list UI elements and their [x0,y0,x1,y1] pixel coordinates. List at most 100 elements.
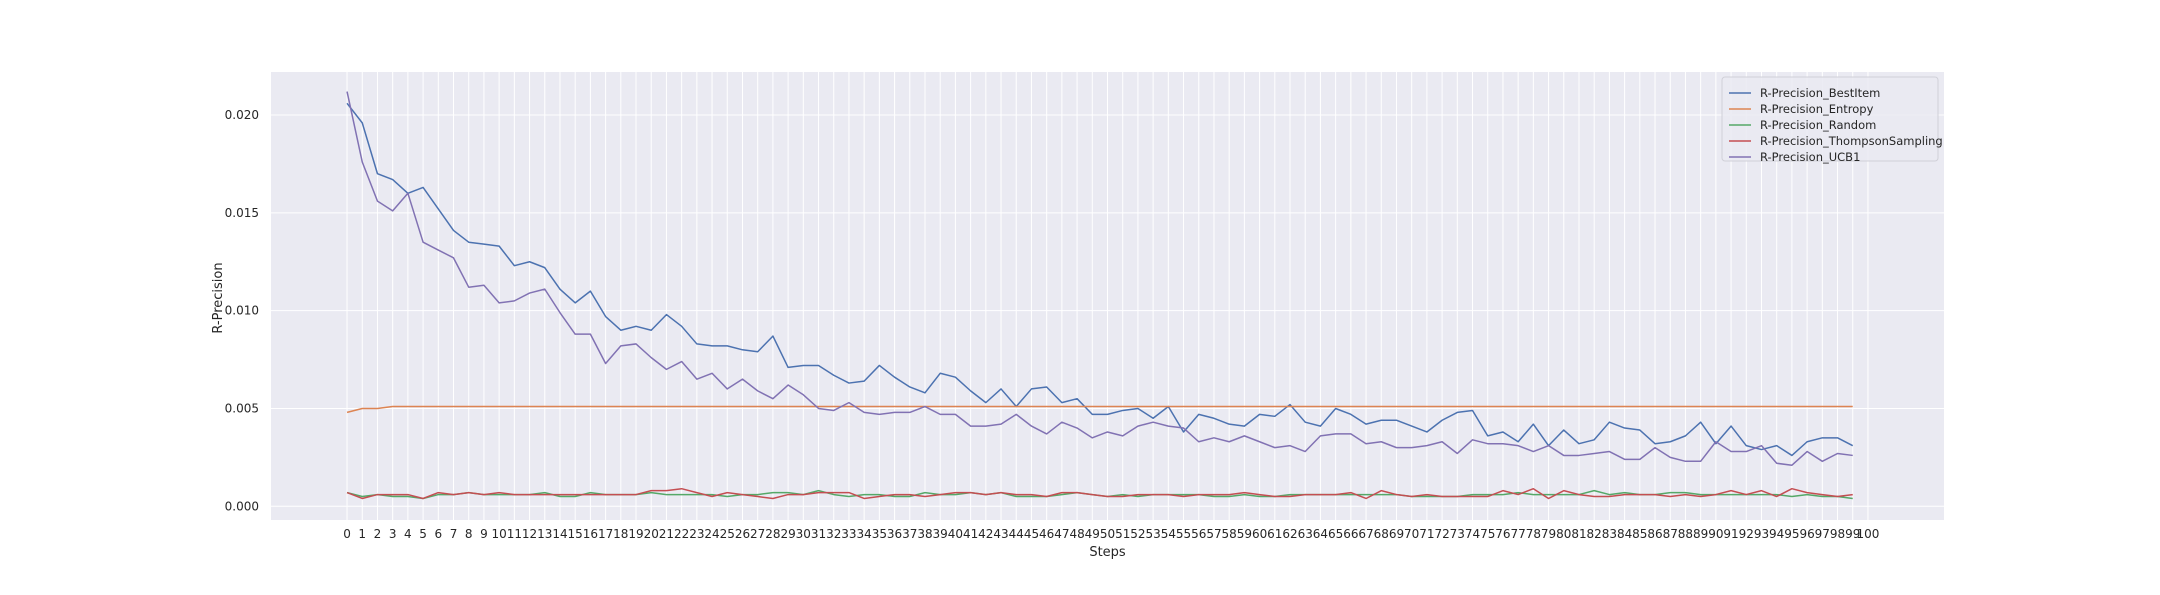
x-tick-label: 58 [1222,527,1237,541]
x-tick-label: 38 [917,527,932,541]
x-tick-label: 2 [374,527,382,541]
x-tick-labels: 0 1 2 3 4 5 6 7 8 9 10 11 12 13 14 15 16 17 18 19 20 21 22 23 24… [343,527,1879,541]
x-tick-label: 84 [1617,527,1632,541]
x-tick-label: 39 [933,527,948,541]
x-tick-label: 32 [826,527,841,541]
x-tick-label: 44 [1009,527,1024,541]
x-tick-label: 16 [583,527,598,541]
x-tick-label: 90 [1708,527,1723,541]
x-tick-label: 43 [993,527,1008,541]
x-tick-label: 81 [1571,527,1586,541]
x-tick-label: 28 [765,527,780,541]
series-line-r-precision-entropy [346,405,1853,414]
x-tick-label: 31 [811,527,826,541]
x-tick-label: 65 [1328,527,1343,541]
x-tick-label: 22 [674,527,689,541]
x-tick-label: 10 [491,527,506,541]
x-tick-label: 64 [1313,527,1328,541]
x-tick-label: 24 [704,527,719,541]
x-axis-label: Steps [1089,545,1126,560]
x-tick-label: 29 [780,527,795,541]
series-lines [346,91,1854,500]
x-tick-label: 26 [735,527,750,541]
x-tick-label: 52 [1130,527,1145,541]
x-tick-label: 79 [1541,527,1556,541]
x-tick-label: 56 [1191,527,1206,541]
legend-entry-label: R-Precision_Random [1760,118,1876,132]
x-tick-label: 25 [720,527,735,541]
x-tick-label: 45 [1024,527,1039,541]
x-tick-label: 49 [1085,527,1100,541]
legend-box [1721,76,1939,162]
x-tick-label: 1 [358,527,366,541]
x-tick-label: 70 [1404,527,1419,541]
x-tick-label: 41 [963,527,978,541]
x-tick-label: 14 [552,527,567,541]
y-tick-label: 0.015 [225,206,259,220]
y-axis-label: R-Precision [211,262,226,333]
x-tick-label: 50 [1100,527,1115,541]
y-tick-label: 0.005 [225,401,259,415]
x-tick-label: 62 [1282,527,1297,541]
x-tick-label: 21 [659,527,674,541]
x-tick-label: 27 [750,527,765,541]
x-tick-label: 33 [841,527,856,541]
legend-entry-label: R-Precision_ThompsonSampling [1760,134,1943,148]
x-tick-label: 34 [857,527,872,541]
legend-entry-label: R-Precision_BestItem [1760,86,1880,100]
x-tick-label: 92 [1739,527,1754,541]
x-tick-label: 51 [1115,527,1130,541]
x-tick-label: 99 [1845,527,1860,541]
x-tick-label: 42 [978,527,993,541]
x-tick-label: 91 [1723,527,1738,541]
x-tick-label: 80 [1556,527,1571,541]
x-tick-label: 12 [522,527,537,541]
x-tick-label: 75 [1480,527,1495,541]
x-tick-label: 89 [1693,527,1708,541]
x-tick-label: 87 [1663,527,1678,541]
x-tick-label: 60 [1252,527,1267,541]
x-tick-label: 85 [1632,527,1647,541]
x-tick-label: 35 [872,527,887,541]
x-tick-label: 11 [507,527,522,541]
series-line-r-precision-ucb1 [346,91,1853,466]
x-tick-label: 68 [1374,527,1389,541]
x-tick-label: 55 [1176,527,1191,541]
x-tick-label: 71 [1419,527,1434,541]
x-tick-label: 66 [1343,527,1358,541]
x-tick-label: 72 [1434,527,1449,541]
x-tick-label: 88 [1678,527,1693,541]
x-tick-label: 30 [796,527,811,541]
x-tick-label: 9 [480,527,488,541]
x-tick-label: 86 [1647,527,1662,541]
x-tick-label: 97 [1815,527,1830,541]
y-tick-label: 0.010 [225,304,259,318]
series-line-r-precision-bestitem [346,102,1854,457]
x-tick-label: 36 [887,527,902,541]
x-tick-label: 23 [689,527,704,541]
x-tick-label: 96 [1799,527,1814,541]
x-tick-label: 53 [1145,527,1160,541]
x-tick-label: 61 [1267,527,1282,541]
x-tick-label: 63 [1298,527,1313,541]
x-tick-label: 17 [598,527,613,541]
x-tick-label: 7 [450,527,458,541]
x-tick-label: 6 [434,527,442,541]
x-tick-label: 67 [1358,527,1373,541]
x-tick-label: 19 [628,527,643,541]
x-tick-label: 94 [1769,527,1784,541]
x-tick-label: 13 [537,527,552,541]
x-tick-label: 47 [1054,527,1069,541]
x-tick-label: 18 [613,527,628,541]
x-tick-label: 69 [1389,527,1404,541]
x-tick-label: 37 [902,527,917,541]
x-tick-label: 76 [1495,527,1510,541]
x-tick-label: 98 [1830,527,1845,541]
x-tick-label: 48 [1069,527,1084,541]
x-tick-label: 5 [419,527,427,541]
x-tick-label: 93 [1754,527,1769,541]
x-tick-label: 57 [1206,527,1221,541]
x-tick-label: 77 [1511,527,1526,541]
series-line-r-precision-thompsonsampling [346,487,1853,500]
